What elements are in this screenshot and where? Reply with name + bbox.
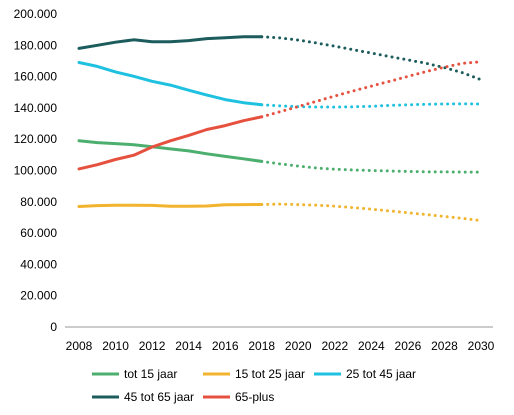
- x-axis-tick-labels: 2008 2010 2012 2014 2016 2018 2020 2022 2024 2026…: [66, 339, 495, 353]
- y-tick-label: 180.000: [14, 38, 58, 52]
- legend-item: tot 15 jaar: [92, 367, 177, 381]
- y-tick-label: 40.000: [20, 257, 57, 271]
- series-line-solid: [77, 139, 264, 163]
- y-tick-label: 160.000: [14, 70, 58, 84]
- x-tick-label: 2030: [468, 339, 495, 353]
- series-lines: [77, 35, 483, 223]
- legend-item: 65-plus: [203, 390, 274, 404]
- series-line-solid: [77, 35, 264, 50]
- x-tick-label: 2028: [431, 339, 458, 353]
- series-line-solid: [77, 115, 264, 171]
- series-line-projection: [260, 159, 483, 174]
- series-3: [77, 35, 483, 82]
- legend-item: 25 tot 45 jaar: [314, 367, 416, 381]
- series-line-solid: [77, 203, 264, 208]
- legend-label: 15 tot 25 jaar: [235, 367, 305, 381]
- y-tick-label: 100.000: [14, 164, 58, 178]
- series-line-projection: [260, 60, 483, 119]
- legend-label: 45 tot 65 jaar: [124, 390, 194, 404]
- x-tick-label: 2018: [248, 339, 275, 353]
- y-tick-label: 140.000: [14, 101, 58, 115]
- legend-label: 65-plus: [235, 390, 274, 404]
- y-axis-tick-labels: 0 20.000 40.000 60.000 80.000 100.000 120.000 1…: [14, 7, 58, 334]
- series-2: [77, 61, 483, 109]
- x-tick-label: 2008: [66, 339, 93, 353]
- legend-item: 45 tot 65 jaar: [92, 390, 194, 404]
- legend-item: 15 tot 25 jaar: [203, 367, 305, 381]
- series-line-projection: [260, 35, 483, 82]
- legend: tot 15 jaar 15 tot 25 jaar 25 tot 45 jaar 4…: [92, 367, 416, 404]
- y-tick-label: 120.000: [14, 132, 58, 146]
- legend-label: 25 tot 45 jaar: [346, 367, 416, 381]
- y-tick-label: 60.000: [20, 226, 57, 240]
- legend-label: tot 15 jaar: [124, 367, 177, 381]
- y-tick-label: 20.000: [20, 289, 57, 303]
- x-tick-label: 2022: [321, 339, 348, 353]
- x-tick-label: 2012: [139, 339, 166, 353]
- series-line-solid: [77, 61, 264, 107]
- series-line-projection: [260, 102, 483, 109]
- series-1: [77, 202, 483, 223]
- x-tick-label: 2014: [175, 339, 202, 353]
- series-4: [77, 60, 483, 171]
- y-tick-label: 200.000: [14, 7, 58, 21]
- x-tick-label: 2020: [285, 339, 312, 353]
- series-0: [77, 139, 483, 174]
- x-tick-label: 2010: [102, 339, 129, 353]
- series-line-projection: [260, 202, 483, 223]
- x-tick-label: 2026: [395, 339, 422, 353]
- y-tick-label: 0: [50, 320, 57, 334]
- x-tick-label: 2016: [212, 339, 239, 353]
- x-tick-label: 2024: [358, 339, 385, 353]
- y-tick-label: 80.000: [20, 195, 57, 209]
